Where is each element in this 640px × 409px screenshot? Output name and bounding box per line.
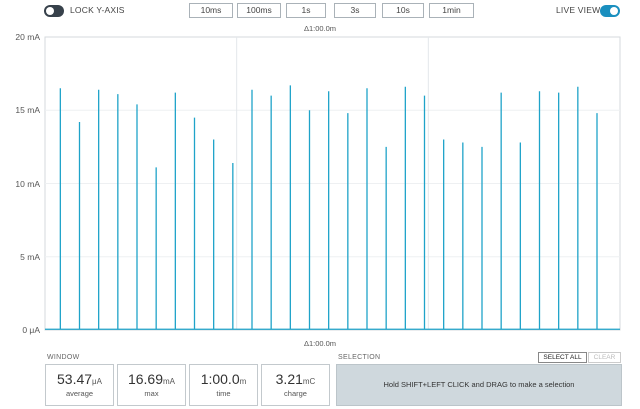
stat-label: time [216,389,231,398]
stat-label: average [65,389,94,398]
stat-unit: μA [92,377,102,386]
stat-max: 16.69mA max [117,364,186,406]
stat-number: 16.69 [127,371,164,387]
delta-time-bottom: Δ1:00.0m [303,339,337,348]
toggle-knob [610,7,618,15]
live-view-toggle[interactable] [600,5,620,17]
stat-unit: mC [302,377,316,386]
current-chart[interactable] [0,0,640,350]
lock-y-axis-toggle[interactable] [44,5,64,17]
time-button-10s[interactable]: 10s [382,3,424,18]
y-tick-label: 5 mA [20,252,40,262]
toggle-knob [46,7,54,15]
selection-title: SELECTION [338,354,381,361]
toolbar: LOCK Y-AXIS 10ms 100ms 1s 3s 10s 1min LI… [0,0,640,22]
stat-unit: m [239,377,247,386]
time-button-1s[interactable]: 1s [286,3,326,18]
y-tick-label: 0 μA [22,325,40,335]
window-title: WINDOW [47,354,80,361]
live-view-label: LIVE VIEW [556,5,601,15]
selection-area[interactable]: Hold SHIFT+LEFT CLICK and DRAG to make a… [336,364,622,406]
time-button-1min[interactable]: 1min [429,3,474,18]
select-all-button[interactable]: SELECT ALL [538,352,587,363]
stat-value: 3.21mC [262,371,329,387]
stat-charge: 3.21mC charge [261,364,330,406]
stat-average: 53.47μA average [45,364,114,406]
clear-button[interactable]: CLEAR [588,352,621,363]
stat-value: 53.47μA [46,371,113,387]
stat-label: charge [284,389,307,398]
selection-hint: Hold SHIFT+LEFT CLICK and DRAG to make a… [383,380,575,389]
stat-label: max [144,389,159,398]
lock-y-axis-label: LOCK Y-AXIS [70,5,125,15]
stat-number: 3.21 [275,371,303,387]
time-button-10ms[interactable]: 10ms [189,3,233,18]
stat-number: 53.47 [57,371,93,387]
stat-time: 1:00.0m time [189,364,258,406]
y-tick-label: 20 mA [15,32,40,42]
time-button-3s[interactable]: 3s [334,3,376,18]
stat-value: 16.69mA [118,371,185,387]
stat-number: 1:00.0 [200,371,240,387]
delta-time-top: Δ1:00.0m [303,24,337,33]
y-tick-label: 10 mA [15,179,40,189]
y-tick-label: 15 mA [15,105,40,115]
stat-value: 1:00.0m [190,371,257,387]
time-button-100ms[interactable]: 100ms [237,3,281,18]
stat-unit: mA [163,377,176,386]
